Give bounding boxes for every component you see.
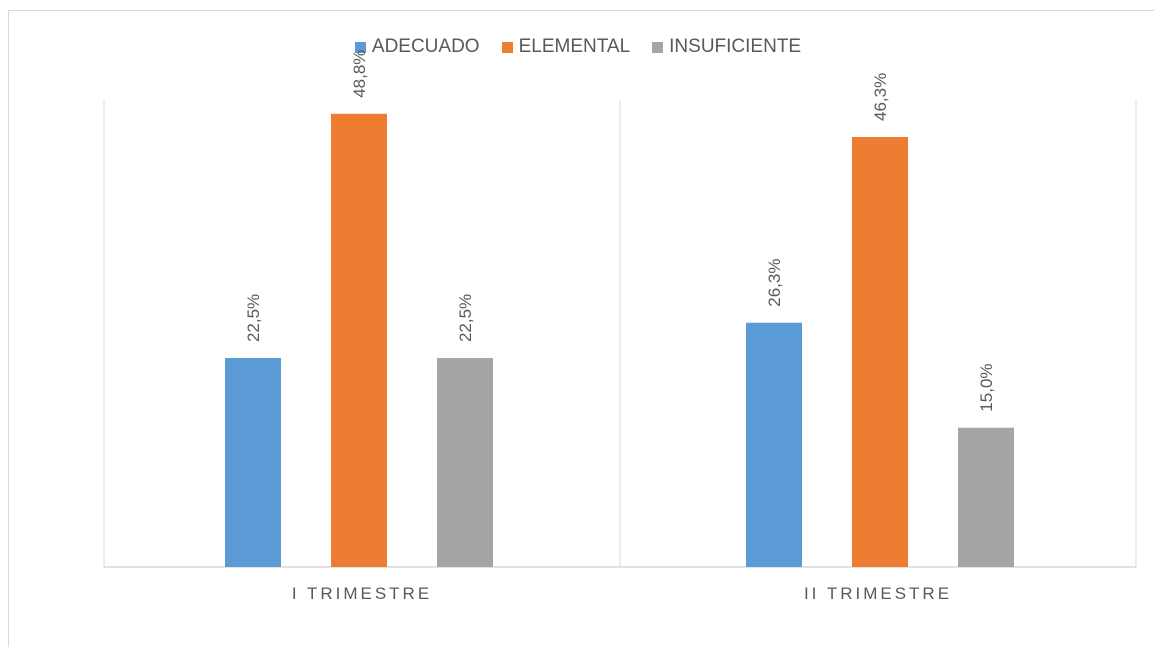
bar-insuficiente-1 [437,358,493,567]
data-label-elemental-1: 48,8% [350,50,369,98]
legend-swatch-adecuado [354,41,366,53]
legend-swatch-elemental [501,41,513,53]
category-label-2: II TRIMESTRE [804,584,952,603]
chart-frame [8,10,1154,647]
legend-item-adecuado: ADECUADO [354,36,480,58]
legend-label-elemental: ELEMENTAL [518,36,631,57]
data-label-elemental-2: 46,3% [871,73,890,121]
data-label-insuficiente-2: 15,0% [977,363,996,411]
legend-swatch-insuficiente [652,41,664,53]
data-label-adecuado-2: 26,3% [765,259,784,307]
legend-item-elemental: ELEMENTAL [501,36,631,58]
data-label-adecuado-1: 22,5% [244,294,263,342]
legend-item-insuficiente: INSUFICIENTE [652,36,801,58]
bar-insuficiente-2 [958,427,1014,567]
bar-adecuado-1 [225,358,281,567]
data-label-insuficiente-1: 22,5% [456,294,475,342]
bar-elemental-2 [852,137,908,567]
bar-adecuado-2 [746,322,802,567]
legend-label-insuficiente: INSUFICIENTE [669,36,802,57]
bar-elemental-1 [331,113,387,567]
category-label-1: I TRIMESTRE [292,584,432,603]
legend-label-adecuado: ADECUADO [371,36,480,57]
legend: ADECUADO ELEMENTAL INSUFICIENTE [0,36,1156,58]
